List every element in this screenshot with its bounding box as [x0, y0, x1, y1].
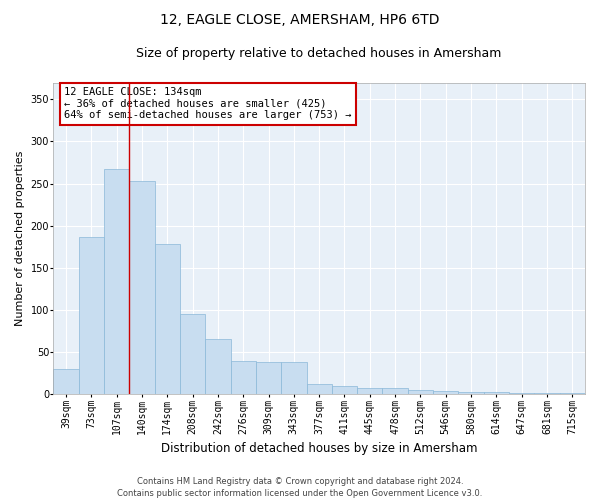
Bar [357, 388, 382, 394]
Bar [53, 369, 79, 394]
Bar [484, 392, 509, 394]
Bar [205, 340, 230, 394]
Bar [408, 390, 433, 394]
Bar [256, 362, 281, 394]
Bar [560, 392, 585, 394]
Bar [230, 360, 256, 394]
Text: 12, EAGLE CLOSE, AMERSHAM, HP6 6TD: 12, EAGLE CLOSE, AMERSHAM, HP6 6TD [160, 12, 440, 26]
Title: Size of property relative to detached houses in Amersham: Size of property relative to detached ho… [136, 48, 502, 60]
Bar [458, 392, 484, 394]
Bar [180, 314, 205, 394]
Y-axis label: Number of detached properties: Number of detached properties [15, 150, 25, 326]
Bar [281, 362, 307, 394]
Bar [382, 388, 408, 394]
Text: Contains HM Land Registry data © Crown copyright and database right 2024.
Contai: Contains HM Land Registry data © Crown c… [118, 476, 482, 498]
Text: 12 EAGLE CLOSE: 134sqm
← 36% of detached houses are smaller (425)
64% of semi-de: 12 EAGLE CLOSE: 134sqm ← 36% of detached… [64, 87, 352, 120]
Bar [307, 384, 332, 394]
Bar [155, 244, 180, 394]
Bar [79, 236, 104, 394]
Bar [509, 392, 535, 394]
Bar [129, 181, 155, 394]
Bar [433, 391, 458, 394]
X-axis label: Distribution of detached houses by size in Amersham: Distribution of detached houses by size … [161, 442, 478, 455]
Bar [104, 170, 129, 394]
Bar [332, 386, 357, 394]
